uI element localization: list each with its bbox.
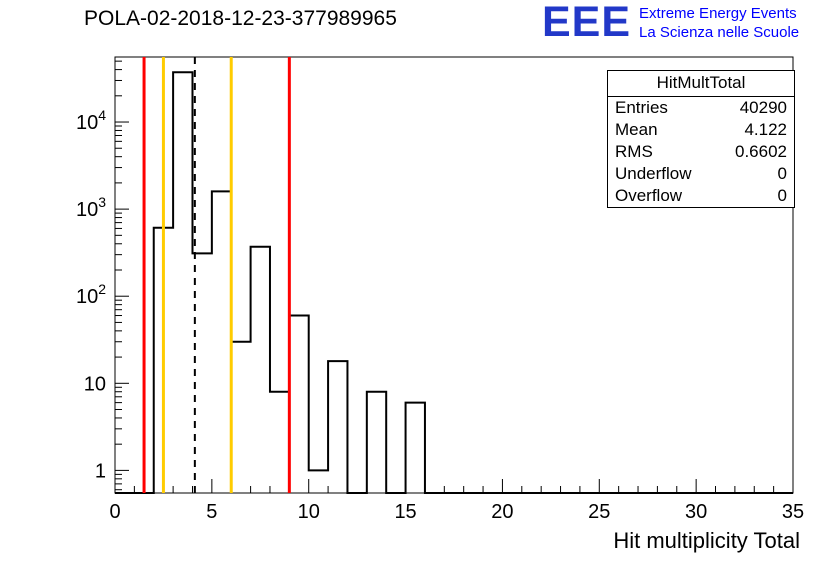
svg-text:102: 102 (76, 281, 106, 308)
x-axis-title: Hit multiplicity Total (613, 528, 800, 553)
eee-logo-line1: Extreme Energy Events (639, 5, 797, 22)
chart-title: POLA-02-2018-12-23-377989965 (84, 7, 397, 30)
stats-label: Entries (615, 98, 668, 117)
eee-logo-acronym: EEE (542, 0, 632, 46)
stats-label: Mean (615, 120, 658, 139)
stats-box: HitMultTotal Entries 40290 Mean 4.122 RM… (607, 70, 795, 208)
stats-row-overflow: Overflow 0 (608, 185, 794, 207)
svg-text:5: 5 (206, 501, 217, 523)
stats-value: 4.122 (744, 120, 787, 139)
stats-row-entries: Entries 40290 (608, 97, 794, 119)
svg-text:25: 25 (588, 501, 610, 523)
stats-value: 0 (777, 186, 787, 205)
stats-box-title: HitMultTotal (608, 71, 794, 97)
stats-row-rms: RMS 0.6602 (608, 141, 794, 163)
stats-row-mean: Mean 4.122 (608, 119, 794, 141)
eee-logo-text: Extreme Energy Events La Scienza nelle S… (639, 0, 799, 42)
eee-logo-line2: La Scienza nelle Scuole (639, 24, 800, 41)
stats-label: RMS (615, 142, 653, 161)
stats-value: 0 (777, 164, 787, 183)
stats-value: 40290 (739, 98, 787, 117)
svg-text:0: 0 (109, 501, 120, 523)
svg-text:10: 10 (84, 373, 106, 395)
svg-text:103: 103 (76, 194, 106, 221)
eee-logo: EEE Extreme Energy Events La Scienza nel… (542, 0, 799, 44)
svg-text:30: 30 (685, 501, 707, 523)
svg-text:10: 10 (298, 501, 320, 523)
stats-label: Underflow (615, 164, 692, 183)
stats-row-underflow: Underflow 0 (608, 163, 794, 185)
stats-label: Overflow (615, 186, 683, 205)
svg-text:1: 1 (95, 460, 106, 482)
svg-text:15: 15 (394, 501, 416, 523)
svg-text:20: 20 (491, 501, 513, 523)
stats-value: 0.6602 (735, 142, 787, 161)
svg-text:35: 35 (782, 501, 804, 523)
svg-text:104: 104 (76, 107, 106, 134)
